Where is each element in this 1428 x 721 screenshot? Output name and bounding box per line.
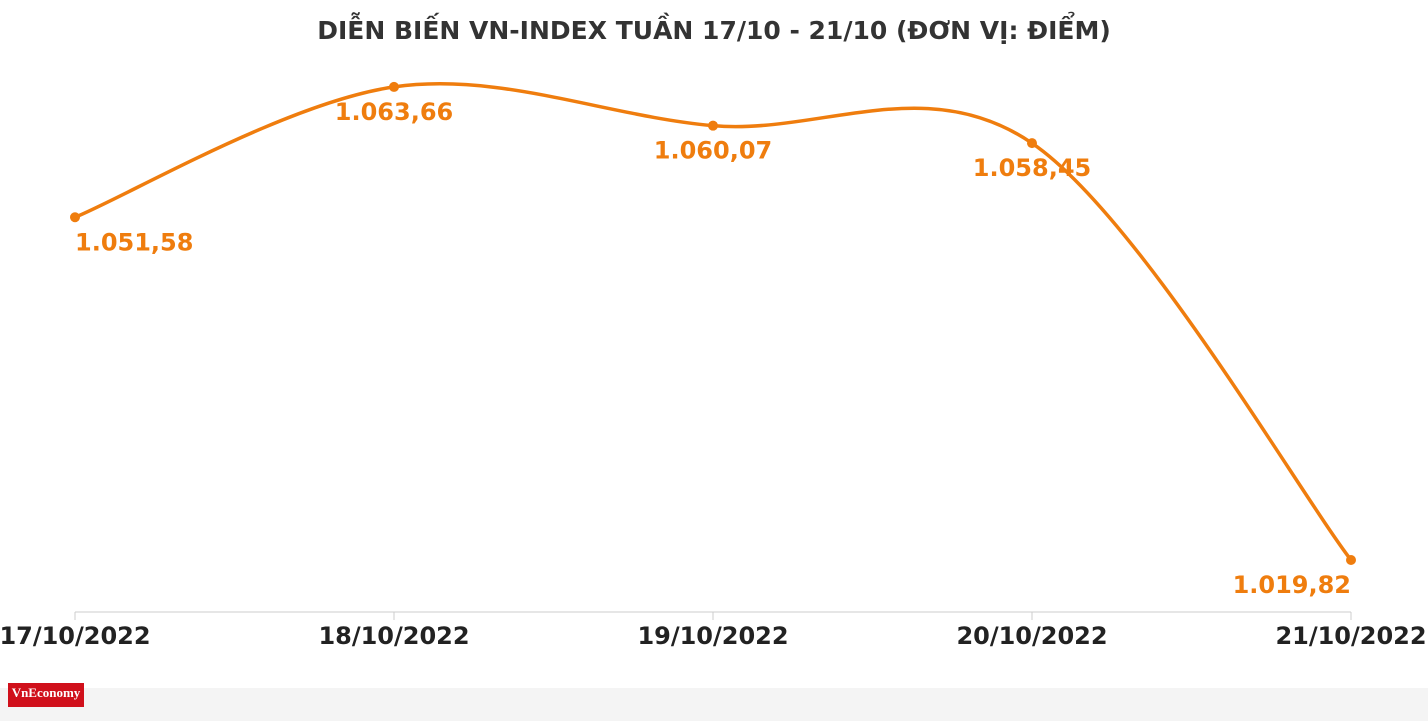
value-label: 1.051,58 xyxy=(75,228,193,256)
logo-box xyxy=(8,683,84,707)
point xyxy=(70,212,80,223)
point xyxy=(1027,138,1037,149)
point xyxy=(389,81,399,92)
footer-band xyxy=(0,688,1428,721)
value-label: 1.060,07 xyxy=(654,137,772,165)
chart-title: DIỄN BIẾN VN-INDEX TUẦN 17/10 - 21/10 (Đ… xyxy=(317,11,1111,45)
x-tick-label: 20/10/2022 xyxy=(956,622,1107,650)
point xyxy=(1346,554,1356,565)
line xyxy=(74,82,1353,562)
x-tick-label: 18/10/2022 xyxy=(318,622,469,650)
value-label: 1.019,82 xyxy=(1233,571,1351,599)
point xyxy=(708,120,718,131)
x-tick-label: 21/10/2022 xyxy=(1275,622,1426,650)
value-label: 1.063,66 xyxy=(335,98,453,126)
value-label: 1.058,45 xyxy=(973,154,1091,182)
x-tick-label: 19/10/2022 xyxy=(637,622,788,650)
logo: VnEconomy xyxy=(12,685,81,700)
x-tick-label: 17/10/2022 xyxy=(0,622,151,650)
